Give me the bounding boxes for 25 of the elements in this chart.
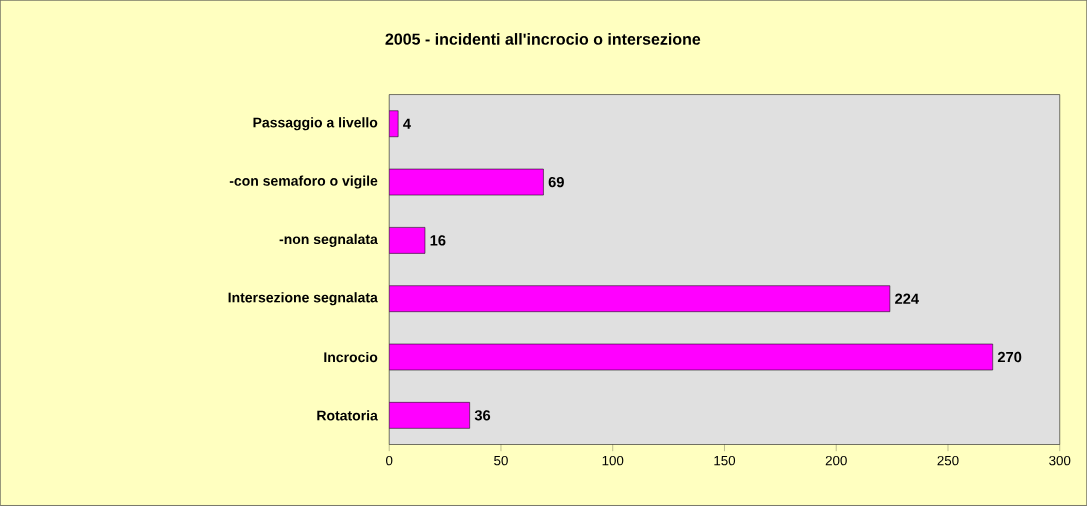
x-tick-label: 50 — [494, 456, 508, 466]
y-tick-label: -con semaforo o vigile — [229, 175, 378, 189]
bar — [389, 285, 891, 313]
x-tick-label: 250 — [937, 456, 959, 466]
x-tick-label: 0 — [386, 456, 393, 466]
bar — [389, 168, 544, 196]
y-tick-label: Intersezione segnalata — [228, 292, 378, 306]
bar — [389, 402, 470, 429]
x-tick-label: 100 — [602, 456, 624, 466]
bar — [389, 343, 993, 371]
data-label: 224 — [895, 293, 919, 304]
data-label: 36 — [474, 410, 491, 421]
x-tick-label: 150 — [714, 456, 736, 466]
x-tick-label: 300 — [1049, 456, 1071, 466]
data-label: 16 — [430, 235, 446, 246]
data-label: 4 — [403, 118, 411, 129]
data-label: 69 — [548, 176, 564, 188]
y-tick-label: Incrocio — [324, 352, 378, 363]
y-tick-label: Rotatoria — [317, 410, 378, 421]
y-tick-label: -non segnalata — [279, 233, 378, 248]
x-tick-label: 200 — [825, 456, 847, 466]
bar — [389, 227, 426, 254]
chart-title: 2005 - incidenti all'incrocio o intersezione — [385, 33, 701, 45]
data-label: 270 — [997, 351, 1022, 363]
y-tick-label: Passaggio a livello — [253, 117, 378, 131]
